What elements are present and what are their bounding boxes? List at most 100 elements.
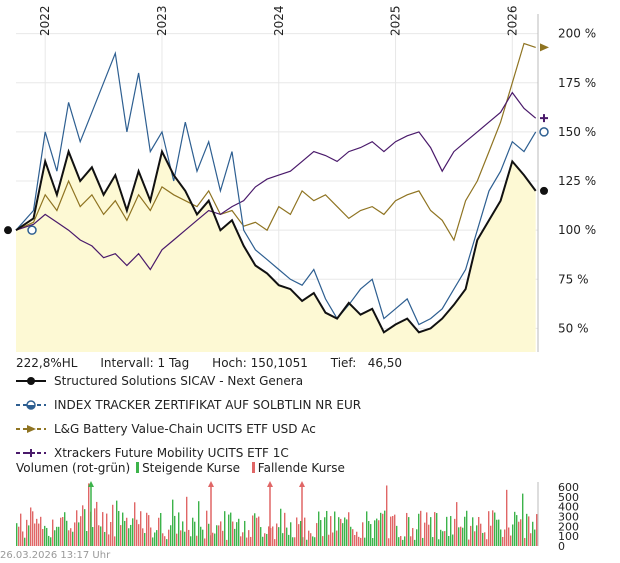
legend-marker-plus-icon bbox=[16, 449, 46, 457]
volume-bar bbox=[76, 510, 78, 546]
volume-bar bbox=[154, 532, 156, 546]
volume-spike-arrow-icon bbox=[267, 481, 273, 487]
x-tick-label: 2026 bbox=[505, 5, 519, 36]
x-tick-label: 2022 bbox=[38, 5, 52, 36]
end-marker-dot bbox=[540, 186, 548, 195]
volume-bar bbox=[530, 533, 532, 546]
volume-bar bbox=[170, 525, 172, 546]
volume-bar bbox=[16, 523, 18, 546]
volume-bar bbox=[330, 516, 332, 546]
volume-bar bbox=[496, 519, 498, 546]
volume-bar bbox=[430, 517, 432, 546]
x-axis: 2022 2023 2024 2025 2026 bbox=[38, 5, 519, 36]
volume-bar bbox=[322, 536, 324, 546]
volume-bar bbox=[484, 532, 486, 546]
volume-bar bbox=[438, 539, 440, 546]
volume-bar bbox=[118, 510, 120, 546]
volume-bar bbox=[248, 530, 250, 546]
volume-bar bbox=[306, 539, 308, 546]
volume-bar bbox=[420, 510, 422, 546]
volume-bar bbox=[88, 483, 90, 546]
down-swatch-icon bbox=[251, 462, 255, 473]
volume-bar bbox=[390, 516, 392, 546]
volume-bar bbox=[424, 522, 426, 546]
volume-bar bbox=[300, 520, 302, 546]
volume-bar bbox=[86, 531, 88, 546]
volume-bar bbox=[346, 519, 348, 546]
volume-bar bbox=[126, 517, 128, 546]
volume-bar bbox=[458, 527, 460, 546]
volume-bar bbox=[80, 516, 82, 546]
volume-chart bbox=[16, 481, 538, 546]
volume-bar bbox=[174, 515, 176, 546]
volume-bar bbox=[534, 529, 536, 546]
volume-bar bbox=[372, 538, 374, 546]
legend-item-structured[interactable]: Structured Solutions SICAV - Next Genera bbox=[14, 374, 303, 388]
start-marker-dot bbox=[4, 226, 12, 235]
low-label: Tief: 46,50 bbox=[330, 356, 403, 370]
volume-bar bbox=[326, 510, 328, 546]
perf-label: 222,8%HL bbox=[16, 356, 78, 370]
volume-bar bbox=[226, 539, 228, 546]
legend-item-xtrackers[interactable]: Xtrackers Future Mobility UCITS ETF 1C bbox=[14, 446, 289, 460]
volume-bar bbox=[404, 536, 406, 546]
series-line-1 bbox=[15, 50, 537, 326]
volume-bar bbox=[32, 511, 34, 546]
volume-bar bbox=[256, 517, 258, 546]
volume-bar bbox=[334, 511, 336, 546]
volume-bar bbox=[452, 534, 454, 546]
volume-bar bbox=[480, 523, 482, 546]
volume-bar bbox=[526, 513, 528, 546]
volume-bar bbox=[24, 537, 26, 546]
y-tick-label: 125 % bbox=[558, 174, 596, 188]
volume-bar bbox=[348, 512, 350, 546]
volume-bar bbox=[290, 522, 292, 546]
volume-bar bbox=[82, 505, 84, 546]
volume-bar bbox=[386, 485, 388, 546]
volume-bar bbox=[374, 520, 376, 546]
volume-bar bbox=[282, 533, 284, 546]
volume-bar bbox=[224, 511, 226, 546]
volume-bar bbox=[166, 539, 168, 546]
volume-bar bbox=[370, 524, 372, 546]
volume-bar bbox=[94, 508, 96, 546]
volume-bar bbox=[440, 529, 442, 546]
volume-bar bbox=[50, 537, 52, 546]
volume-bar bbox=[74, 522, 76, 546]
volume-bar bbox=[380, 512, 382, 546]
volume-bar bbox=[434, 512, 436, 546]
volume-bar bbox=[84, 509, 86, 546]
volume-bar bbox=[478, 516, 480, 546]
volume-bar bbox=[274, 539, 276, 546]
volume-bar bbox=[38, 523, 40, 546]
legend-marker-triangle-icon bbox=[16, 425, 46, 433]
volume-bar bbox=[422, 537, 424, 546]
volume-bar bbox=[500, 529, 502, 546]
legend-label: Structured Solutions SICAV - Next Genera bbox=[54, 374, 304, 388]
volume-tick-label: 100 bbox=[558, 530, 579, 543]
x-tick-label: 2024 bbox=[272, 5, 286, 36]
volume-bar bbox=[456, 502, 458, 546]
volume-bar bbox=[454, 518, 456, 546]
volume-spike-arrow-icon bbox=[88, 481, 94, 487]
volume-bar bbox=[212, 532, 214, 546]
volume-bar bbox=[150, 527, 152, 546]
volume-bar bbox=[364, 537, 366, 546]
volume-bar bbox=[268, 526, 270, 546]
legend-item-index-tracker[interactable]: INDEX TRACKER ZERTIFIKAT AUF SOLBTLIN NR… bbox=[14, 398, 361, 412]
volume-bar bbox=[488, 511, 490, 546]
volume-bar bbox=[114, 536, 116, 546]
volume-bar bbox=[52, 519, 54, 546]
volume-bar bbox=[158, 517, 160, 546]
legend-item-battery[interactable]: L&G Battery Value-Chain UCITS ETF USD Ac bbox=[14, 422, 316, 436]
volume-bar bbox=[352, 529, 354, 546]
volume-bar bbox=[532, 521, 534, 546]
volume-bar bbox=[312, 536, 314, 546]
volume-bar bbox=[110, 521, 112, 546]
volume-bar bbox=[262, 536, 264, 546]
volume-bar bbox=[316, 523, 318, 546]
volume-bar bbox=[350, 526, 352, 546]
volume-bar bbox=[474, 531, 476, 546]
volume-bar bbox=[232, 521, 234, 546]
